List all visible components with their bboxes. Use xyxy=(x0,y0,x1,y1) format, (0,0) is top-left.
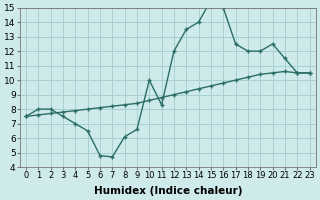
X-axis label: Humidex (Indice chaleur): Humidex (Indice chaleur) xyxy=(93,186,242,196)
